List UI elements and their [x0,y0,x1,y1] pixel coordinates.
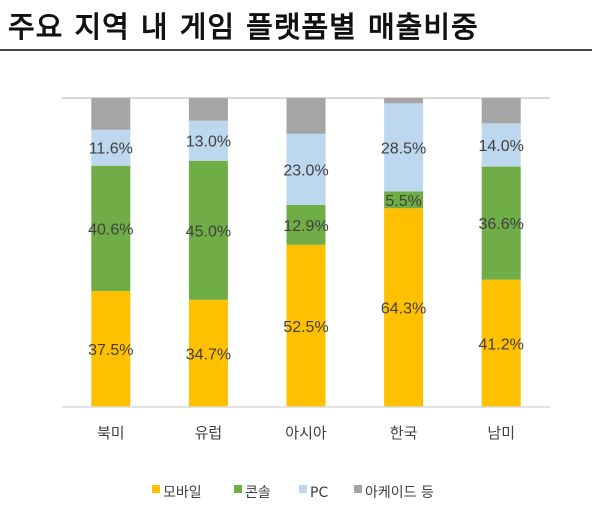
bar-segment-아시아-모바일 [286,244,326,407]
bar-segment-북미-PC [91,129,131,166]
bar-segment-한국-모바일 [384,208,424,407]
legend-label: 모바일 [163,485,202,501]
data-label: 34.7% [186,346,231,363]
data-label: 64.3% [381,301,426,318]
data-label: 37.5% [88,342,133,359]
x-tick-label: 남미 [487,424,515,442]
bar-segment-유럽-모바일 [188,299,228,407]
legend-swatch [234,485,242,493]
bar-segment-남미-모바일 [481,279,521,407]
x-tick-label: 유럽 [195,424,223,442]
data-label: 45.0% [186,223,231,240]
data-label: 11.6% [89,141,133,158]
legend-swatch [354,485,362,493]
title-divider [0,49,592,51]
data-label: 40.6% [88,221,133,238]
bar-segment-북미-모바일 [91,291,131,407]
legend-item-아케이드 등: 아케이드 등 [354,485,434,501]
legend-swatch [152,485,160,493]
data-label: 14.0% [479,138,524,155]
bar-segment-아시아-아케이드 등 [286,98,326,134]
data-label: 23.0% [283,162,328,179]
legend-label: PC [310,485,328,501]
data-label: 52.5% [283,319,328,336]
bar-segment-아시아-콘솔 [286,204,326,245]
legend-label: 아케이드 등 [365,485,434,501]
data-label: 41.2% [479,336,524,353]
legend-label: 콘솔 [245,485,271,501]
bar-segment-한국-아케이드 등 [384,98,424,104]
bar-segment-남미-아케이드 등 [481,98,521,124]
data-label: 36.6% [479,216,524,233]
data-label: 13.0% [186,134,231,151]
chart-title: 주요 지역 내 게임 플랫폼별 매출비중 [8,10,479,44]
bar-segment-유럽-아케이드 등 [188,98,228,121]
legend-swatch [299,485,307,493]
data-label: 12.9% [283,218,328,235]
x-tick-label: 한국 [390,424,418,442]
bar-segment-남미-PC [481,123,521,167]
bar-segment-한국-PC [384,103,424,192]
legend-item-PC: PC [299,485,328,501]
bar-segment-아시아-PC [286,133,326,205]
bar-segment-북미-콘솔 [91,165,131,292]
data-label: 5.5% [385,193,421,210]
x-tick-label: 북미 [97,424,125,442]
legend-item-콘솔: 콘솔 [234,485,271,501]
bar-segment-유럽-콘솔 [188,160,228,300]
x-tick-label: 아시아 [285,424,327,442]
bar-segment-유럽-PC [188,120,228,161]
data-label: 28.5% [381,140,426,157]
bar-segment-남미-콘솔 [481,166,521,280]
bar-segment-북미-아케이드 등 [91,98,131,130]
legend-item-모바일: 모바일 [152,485,202,501]
bar-segment-한국-콘솔 [384,191,424,209]
